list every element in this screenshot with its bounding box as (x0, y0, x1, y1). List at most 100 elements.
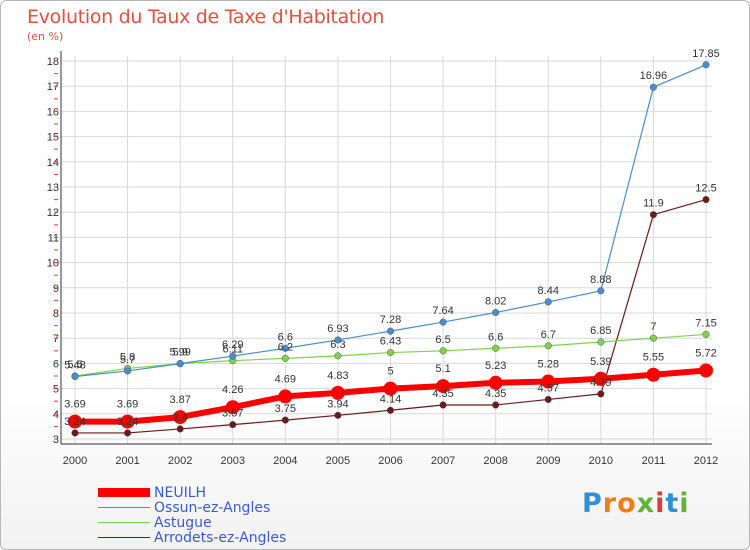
legend-label-ossun-ez-angles: Ossun-ez-Angles (154, 500, 271, 516)
data-point-ossun-ez-angles (544, 298, 552, 306)
data-label-neuilh: 4.26 (222, 384, 243, 396)
data-label-arrodets-ez-angles: 4.79 (590, 377, 611, 389)
data-point-arrodets-ez-angles (229, 421, 237, 429)
data-point-arrodets-ez-angles (176, 425, 184, 433)
data-point-arrodets-ez-angles (702, 196, 710, 204)
data-point-neuilh (173, 410, 188, 425)
legend-label-neuilh: NEUILH (154, 485, 207, 501)
legend-swatch-ossun-ez-angles (98, 507, 150, 508)
x-tick-label: 2007 (431, 455, 455, 467)
data-point-astugue (649, 334, 657, 342)
y-tick-label: 10 (47, 258, 59, 270)
data-label-neuilh: 5.39 (590, 356, 611, 368)
data-label-ossun-ez-angles: 17.85 (692, 48, 720, 60)
x-tick-label: 2008 (483, 455, 507, 467)
data-label-arrodets-ez-angles: 3.24 (64, 416, 85, 428)
x-tick-label: 2002 (168, 455, 192, 467)
data-point-ossun-ez-angles (439, 318, 447, 326)
data-point-arrodets-ez-angles (386, 406, 395, 414)
data-label-neuilh: 5.55 (643, 352, 664, 364)
data-point-arrodets-ez-angles (439, 401, 447, 409)
data-label-ossun-ez-angles: 6.93 (327, 323, 348, 335)
x-tick-label: 2004 (273, 455, 297, 467)
data-point-arrodets-ez-angles (544, 395, 552, 403)
data-label-astugue: 5.5 (67, 359, 82, 371)
legend-swatch-astugue (98, 522, 150, 523)
data-label-arrodets-ez-angles: 11.9 (643, 198, 664, 210)
data-label-astugue: 5.8 (120, 351, 135, 363)
data-label-neuilh: 4.83 (327, 370, 348, 382)
data-label-neuilh: 5.72 (695, 347, 716, 359)
data-label-arrodets-ez-angles: 4.14 (380, 393, 401, 405)
data-point-arrodets-ez-angles (124, 429, 132, 437)
y-tick-label: 14 (47, 157, 59, 169)
data-point-arrodets-ez-angles (281, 416, 289, 424)
x-tick-label: 2000 (63, 455, 87, 467)
data-labels: 3.24 3.24 3.4 3.57 3.75 3.94 4.14 4.35 4.35 4.57 4… (64, 48, 719, 428)
data-label-arrodets-ez-angles: 3.57 (222, 408, 243, 420)
y-tick-label: 6 (53, 358, 59, 370)
data-label-neuilh: 5.28 (538, 359, 559, 371)
data-label-arrodets-ez-angles: 3.94 (327, 398, 348, 410)
y-tick-label: 16 (47, 106, 59, 118)
x-tick-label: 2009 (536, 455, 560, 467)
data-point-arrodets-ez-angles (492, 401, 500, 409)
data-point-ossun-ez-angles (71, 372, 79, 381)
x-tick-label: 2001 (115, 455, 139, 467)
data-point-neuilh (68, 414, 82, 429)
data-point-ossun-ez-angles (281, 344, 289, 352)
data-point-neuilh (278, 389, 293, 404)
data-point-ossun-ez-angles (334, 336, 342, 344)
logo-letter: i (655, 488, 666, 519)
data-point-ossun-ez-angles (124, 367, 132, 375)
data-point-arrodets-ez-angles (649, 211, 657, 219)
data-label-ossun-ez-angles: 8.88 (590, 274, 611, 286)
data-point-arrodets-ez-angles (334, 411, 342, 419)
x-tick-label: 2003 (221, 455, 245, 467)
chart-title: Evolution du Taux de Taxe d'Habitation (27, 6, 385, 28)
data-point-ossun-ez-angles (176, 360, 184, 368)
data-point-neuilh (383, 381, 398, 396)
logo-letter: i (679, 488, 690, 519)
y-tick-label: 13 (47, 182, 59, 194)
data-label-ossun-ez-angles: 16.96 (640, 70, 668, 82)
data-label-arrodets-ez-angles: 4.35 (485, 388, 506, 400)
data-label-neuilh: 3.87 (169, 394, 190, 406)
data-label-ossun-ez-angles: 5.7 (120, 354, 135, 366)
x-tick-label: 2006 (378, 455, 402, 467)
data-label-arrodets-ez-angles: 4.35 (432, 388, 453, 400)
x-tick-label: 2011 (642, 455, 666, 467)
data-point-neuilh (593, 371, 608, 386)
data-label-arrodets-ez-angles: 3.24 (117, 416, 138, 428)
data-point-astugue (281, 354, 289, 362)
data-point-astugue (386, 349, 395, 357)
y-tick-label: 3 (53, 434, 59, 446)
data-label-astugue: 6.7 (541, 329, 556, 341)
data-label-ossun-ez-angles: 8.44 (538, 285, 559, 297)
data-point-ossun-ez-angles (702, 61, 710, 69)
data-label-astugue: 6.3 (330, 339, 345, 351)
data-label-neuilh: 4.69 (275, 373, 296, 385)
data-point-astugue (597, 338, 605, 346)
data-label-neuilh: 5 (387, 366, 393, 378)
x-tick-label: 2012 (694, 455, 718, 467)
x-tick-label: 2005 (326, 455, 350, 467)
data-point-astugue (439, 347, 447, 355)
data-label-ossun-ez-angles: 7.64 (432, 305, 453, 317)
data-point-neuilh (436, 379, 451, 394)
data-label-astugue: 5.9 (173, 347, 188, 359)
y-tick-label: 4 (53, 409, 59, 421)
data-label-ossun-ez-angles: 8.02 (485, 295, 506, 307)
legend-label-arrodets-ez-angles: Arrodets-ez-Angles (154, 530, 287, 546)
data-point-astugue (334, 352, 342, 360)
axes: 3 4 5 6 7 8 9 10 11 12 13 14 15 16 17 18 2000 2001 2002 200… (47, 51, 718, 467)
y-tick-label: 12 (47, 207, 59, 219)
data-point-neuilh (646, 367, 661, 382)
logo-letter: x (636, 488, 656, 519)
data-point-neuilh (488, 375, 503, 390)
unit-label: (en %) (27, 30, 64, 43)
data-label-astugue: 6.5 (435, 334, 450, 346)
data-label-neuilh: 3.69 (117, 399, 138, 411)
data-label-ossun-ez-angles: 6.6 (278, 331, 293, 343)
data-point-neuilh (541, 374, 556, 389)
